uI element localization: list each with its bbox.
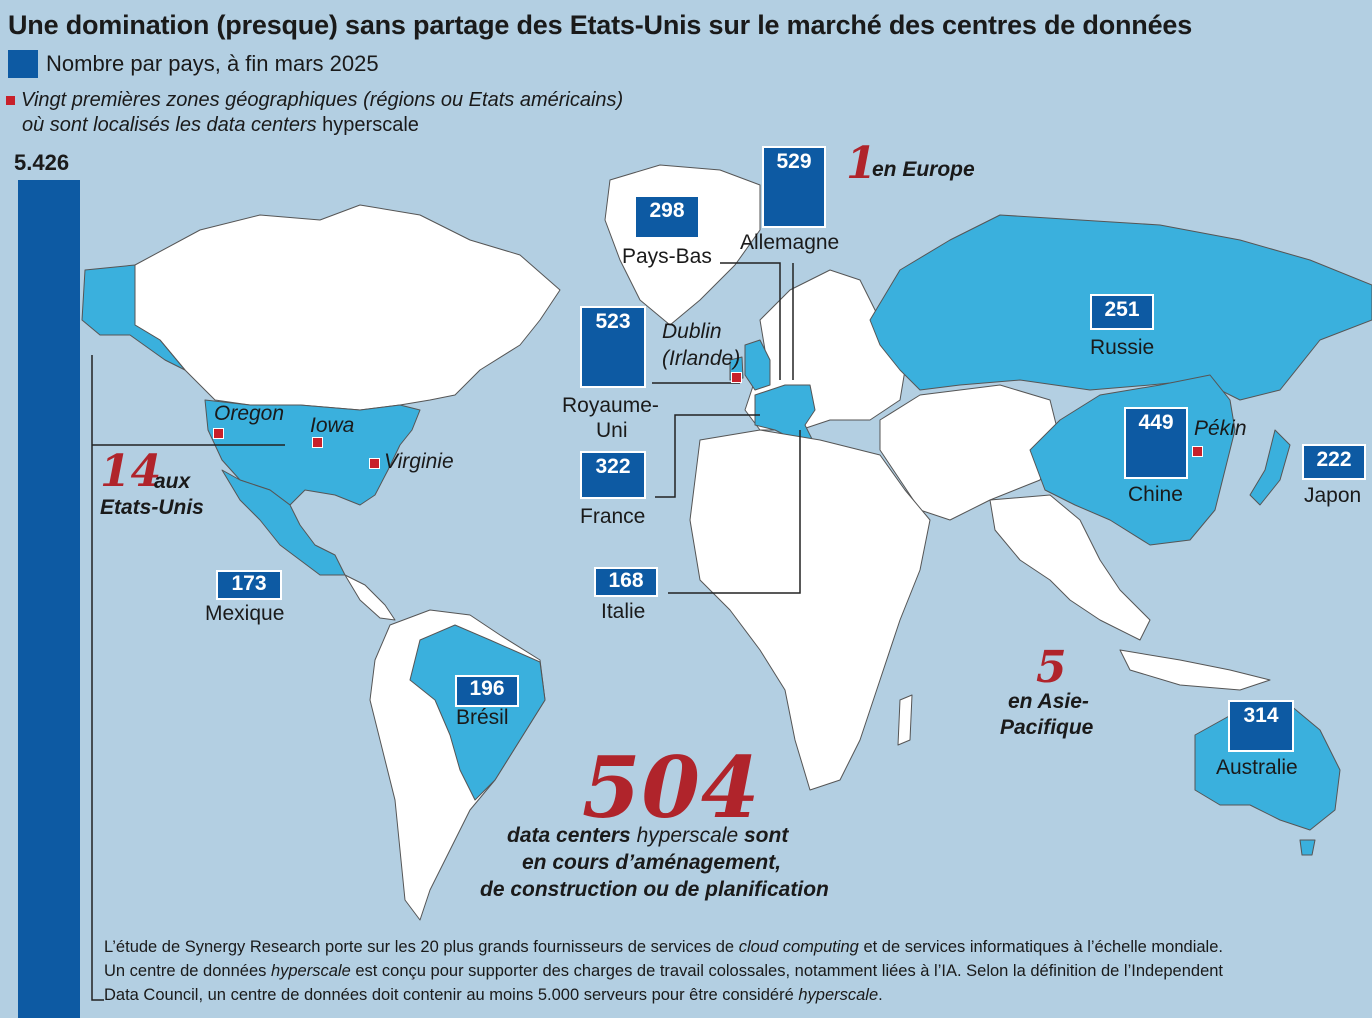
note-line2-b: hyperscale — [270, 962, 351, 980]
japon-label: Japon — [1304, 484, 1362, 507]
pekin-label: Pékin — [1194, 417, 1247, 440]
italie-box: 168 — [594, 567, 658, 597]
asia-text2: Pacifique — [1000, 716, 1094, 739]
note-line2-a: Un centre de données — [104, 962, 271, 980]
note-line3-c: . — [878, 986, 883, 1004]
dublin-marker — [731, 372, 742, 383]
pipeline-line1: data centers hyperscale sont — [507, 824, 788, 848]
uk-shape — [744, 339, 771, 391]
iowa-marker — [312, 437, 323, 448]
pipeline-line2: en cours d’aménagement, — [522, 851, 782, 874]
legend-count-label: Nombre par pays, à fin mars 2025 — [46, 51, 379, 76]
footnote: L’étude de Synergy Research porte sur le… — [104, 935, 1364, 1007]
legend-zones: Vingt premières zones géographiques (rég… — [6, 88, 623, 138]
japan-shape — [1249, 429, 1291, 506]
pays-bas-box: 298 — [634, 195, 700, 239]
japon-box: 222 — [1302, 444, 1366, 480]
usa-count-bar — [18, 180, 80, 1018]
mexique-box: 173 — [216, 570, 282, 600]
virginie-label: Virginie — [384, 450, 454, 473]
brazil-shape — [409, 624, 546, 801]
royaume-uni-line2: Uni — [596, 419, 628, 442]
allemagne-label: Allemagne — [740, 231, 840, 254]
dublin-line2: (Irlande) — [662, 347, 741, 370]
chine-box: 449 — [1124, 407, 1188, 479]
iowa-label: Iowa — [310, 414, 355, 437]
note-line1-b: cloud computing — [738, 938, 859, 956]
allemagne-box: 529 — [762, 146, 826, 228]
bresil-label: Brésil — [456, 706, 509, 729]
legend-zones-line2: où sont localisés les data centers — [22, 114, 317, 136]
us-regions-number: 14 — [100, 446, 162, 497]
australie-box: 314 — [1228, 700, 1294, 752]
france-label: France — [580, 505, 646, 528]
bresil-box: 196 — [455, 675, 519, 707]
europe-number: 1 — [846, 138, 877, 189]
canada-shape — [134, 204, 561, 411]
note-line2-c: est conçu pour supporter des charges de … — [350, 962, 1224, 980]
russie-label: Russie — [1090, 336, 1155, 359]
note-line3-b: hyperscale — [798, 986, 879, 1004]
legend-red-square — [6, 96, 15, 106]
note-line1-a: L’étude de Synergy Research porte sur le… — [104, 938, 739, 956]
pays-bas-label: Pays-Bas — [622, 245, 712, 268]
pipeline-number: 504 — [582, 738, 761, 837]
pipeline-line3: de construction ou de planification — [480, 878, 829, 901]
pipeline-line1-a: data centers — [507, 824, 631, 847]
us-regions-text1: aux — [154, 470, 191, 493]
oregon-label: Oregon — [214, 402, 285, 425]
oregon-marker — [213, 428, 224, 439]
chine-label: Chine — [1128, 483, 1183, 506]
australie-label: Australie — [1216, 756, 1298, 779]
mexique-label: Mexique — [205, 602, 285, 625]
royaume-uni-box: 523 — [580, 306, 646, 388]
russie-box: 251 — [1090, 294, 1154, 330]
italie-label: Italie — [601, 600, 646, 623]
asia-text1: en Asie- — [1008, 690, 1089, 713]
europe-text: en Europe — [872, 158, 975, 181]
mexico-shape — [221, 469, 346, 576]
note-line1-c: et de services informatiques à l’échelle… — [858, 938, 1223, 956]
us-regions-text2: Etats-Unis — [100, 496, 204, 519]
pekin-marker — [1192, 446, 1203, 457]
legend-zones-hyperscale: hyperscale — [322, 114, 419, 136]
legend-zones-line1: Vingt premières zones géographiques (rég… — [21, 89, 624, 111]
dublin-label: Dublin (Irlande) — [662, 318, 740, 372]
africa-shape — [689, 429, 931, 791]
legend-count: Nombre par pays, à fin mars 2025 — [8, 50, 379, 78]
usa-count-value: 5.426 — [14, 150, 70, 175]
royaume-uni-line1: Royaume- — [562, 394, 659, 417]
note-line3-a: Data Council, un centre de données doit … — [104, 986, 799, 1004]
asia-number: 5 — [1036, 642, 1067, 693]
royaume-uni-label: Royaume- Uni — [562, 393, 659, 443]
pipeline-line1-b: sont — [743, 824, 789, 847]
alaska-shape — [81, 264, 186, 371]
france-box: 322 — [580, 451, 646, 499]
page-title: Une domination (presque) sans partage de… — [8, 10, 1193, 40]
dublin-line1: Dublin — [662, 320, 722, 343]
pipeline-line1-hyperscale: hyperscale — [636, 824, 739, 847]
virginie-marker — [369, 458, 380, 469]
legend-blue-swatch — [8, 50, 38, 78]
